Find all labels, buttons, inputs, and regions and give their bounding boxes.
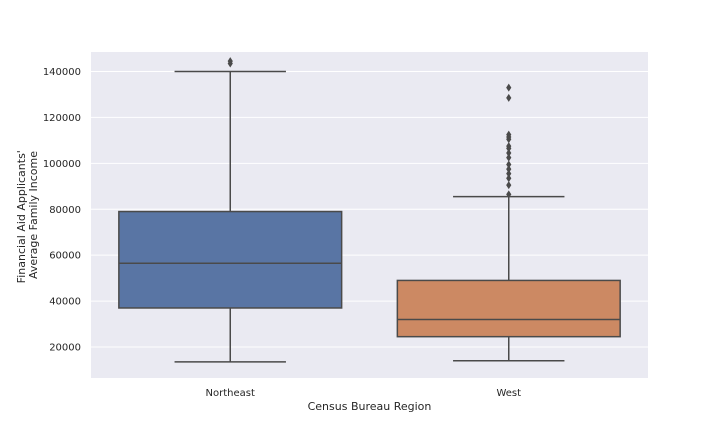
boxes [118, 57, 621, 363]
box-northeast [118, 57, 343, 363]
y-tick-label: 100000 [43, 159, 81, 170]
outlier-point [227, 57, 233, 66]
outlier-point [506, 190, 512, 199]
outlier-point [506, 130, 512, 139]
y-axis-label-line-1: Financial Aid Applicants' [15, 150, 28, 283]
y-axis-label-line-2: Average Family Income [27, 151, 40, 279]
y-tick-label: 120000 [43, 113, 81, 124]
x-tick-labels: Northeast West [206, 388, 522, 399]
y-tick-labels: 20000 40000 60000 80000 100000 120000 140000 [43, 67, 81, 353]
outlier-point [506, 165, 512, 174]
y-axis-label: Financial Aid Applicants' Average Family… [15, 147, 40, 284]
outlier-point [506, 181, 512, 190]
outlier-point [506, 174, 512, 183]
x-tick-label: West [496, 388, 521, 399]
x-tick-label: Northeast [206, 388, 255, 399]
y-tick-label: 140000 [43, 67, 81, 78]
outlier-point [506, 142, 512, 151]
box-west [396, 83, 621, 362]
iqr-box [118, 210, 343, 309]
outlier-point [506, 160, 512, 169]
y-tick-label: 20000 [49, 343, 81, 354]
outlier-point [506, 153, 512, 162]
y-tick-label: 60000 [49, 251, 81, 262]
outlier-point [506, 83, 512, 92]
outlier-point [506, 149, 512, 158]
iqr-box [396, 279, 621, 338]
outlier-point [506, 93, 512, 102]
y-tick-label: 40000 [49, 297, 81, 308]
x-axis-label: Census Bureau Region [308, 400, 432, 413]
outlier-point [506, 169, 512, 178]
y-tick-label: 80000 [49, 205, 81, 216]
